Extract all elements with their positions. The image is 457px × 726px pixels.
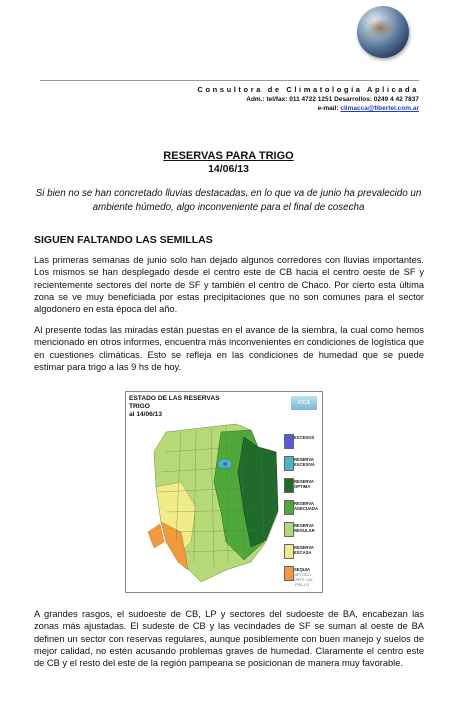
- letterhead: Consultora de Climatología Aplicada Adm.…: [197, 85, 419, 112]
- map-legend: EXCESOS RESERVA EXCESIVA RESERVA OPTIMA …: [284, 432, 322, 586]
- legend-swatch: [284, 456, 294, 471]
- legend-swatch: [284, 478, 294, 493]
- legend-swatch: [284, 434, 294, 449]
- legend-label: EXCESOS: [294, 435, 315, 440]
- map-region-optimal: [237, 436, 279, 548]
- legend-item: SEQUIA: [284, 564, 322, 586]
- legend-item: RESERVA REGULAR: [284, 520, 322, 542]
- legend-item: RESERVA ADECUADA: [284, 498, 322, 520]
- map-date: al 14/06/13: [129, 411, 162, 418]
- company-name: Consultora de Climatología Aplicada: [197, 85, 419, 94]
- document-subtitle: Si bien no se han concretado lluvias des…: [35, 188, 422, 213]
- document-title: RESERVAS PARA TRIGO: [163, 150, 294, 162]
- email-label: e-mail:: [317, 105, 341, 112]
- legend-label: RESERVA EXCESIVA: [294, 457, 315, 467]
- legend-label: RESERVA ESCASA: [294, 545, 314, 555]
- legend-label: RESERVA ADECUADA: [294, 501, 318, 511]
- reserves-map: [147, 423, 279, 583]
- map-title-line-1: ESTADO DE LAS RESERVAS: [129, 395, 220, 402]
- legend-item: RESERVA EXCESIVA: [284, 454, 322, 476]
- map-title: ESTADO DE LAS RESERVAS TRIGO al 14/06/13: [129, 395, 220, 419]
- legend-swatch: [284, 500, 294, 515]
- map-district-lines: [157, 425, 265, 568]
- legend-swatch: [284, 522, 294, 537]
- title-block: RESERVAS PARA TRIGO 14/06/13 Si bien no …: [0, 150, 457, 215]
- header-rule: [40, 80, 419, 81]
- legend-label: RESERVA OPTIMA: [294, 479, 314, 489]
- email-link[interactable]: climacca@fibertel.com.ar: [340, 105, 419, 112]
- legend-item: RESERVA ESCASA: [284, 542, 322, 564]
- company-email-line: e-mail: climacca@fibertel.com.ar: [197, 105, 419, 112]
- paragraph-1: Las primeras semanas de junio solo han d…: [34, 255, 424, 315]
- paragraph-3: A grandes rasgos, el sudoeste de CB, LP …: [34, 609, 424, 669]
- reserves-map-figure: ESTADO DE LAS RESERVAS TRIGO al 14/06/13…: [125, 391, 323, 593]
- legend-label: SEQUIA: [294, 567, 311, 572]
- map-region-excess: [223, 462, 227, 466]
- legend-item: RESERVA OPTIMA: [284, 476, 322, 498]
- legend-swatch: [284, 566, 294, 581]
- paragraph-2: Al presente todas las miradas están pues…: [34, 325, 424, 372]
- section-heading: SIGUEN FALTANDO LAS SEMILLAS: [34, 234, 213, 246]
- map-title-line-2: TRIGO: [129, 403, 150, 410]
- map-credit: METODO FORTE LAY PIELLO: [291, 572, 313, 587]
- globe-logo: [357, 6, 409, 58]
- cca-logo: CCA: [291, 396, 317, 410]
- map-region-drought-2: [147, 523, 165, 549]
- document-date: 14/06/13: [208, 163, 249, 175]
- legend-item: EXCESOS: [284, 432, 322, 454]
- legend-swatch: [284, 544, 294, 559]
- company-phones: Adm.: tel/fax: 011 4722 1251 Desarrollos…: [246, 96, 419, 103]
- legend-label: RESERVA REGULAR: [294, 523, 315, 533]
